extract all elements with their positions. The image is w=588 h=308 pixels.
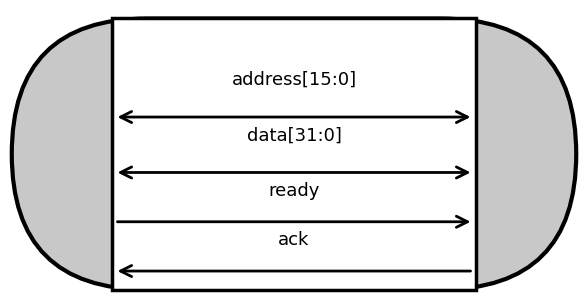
- FancyArrowPatch shape: [121, 111, 467, 123]
- Text: data[31:0]: data[31:0]: [246, 127, 342, 144]
- Bar: [112, 18, 476, 290]
- FancyArrowPatch shape: [121, 167, 467, 178]
- Text: address[15:0]: address[15:0]: [232, 71, 356, 89]
- FancyArrowPatch shape: [118, 216, 467, 227]
- Text: ack: ack: [278, 231, 310, 249]
- FancyBboxPatch shape: [12, 18, 576, 290]
- FancyArrowPatch shape: [121, 265, 470, 277]
- Text: ready: ready: [268, 182, 320, 200]
